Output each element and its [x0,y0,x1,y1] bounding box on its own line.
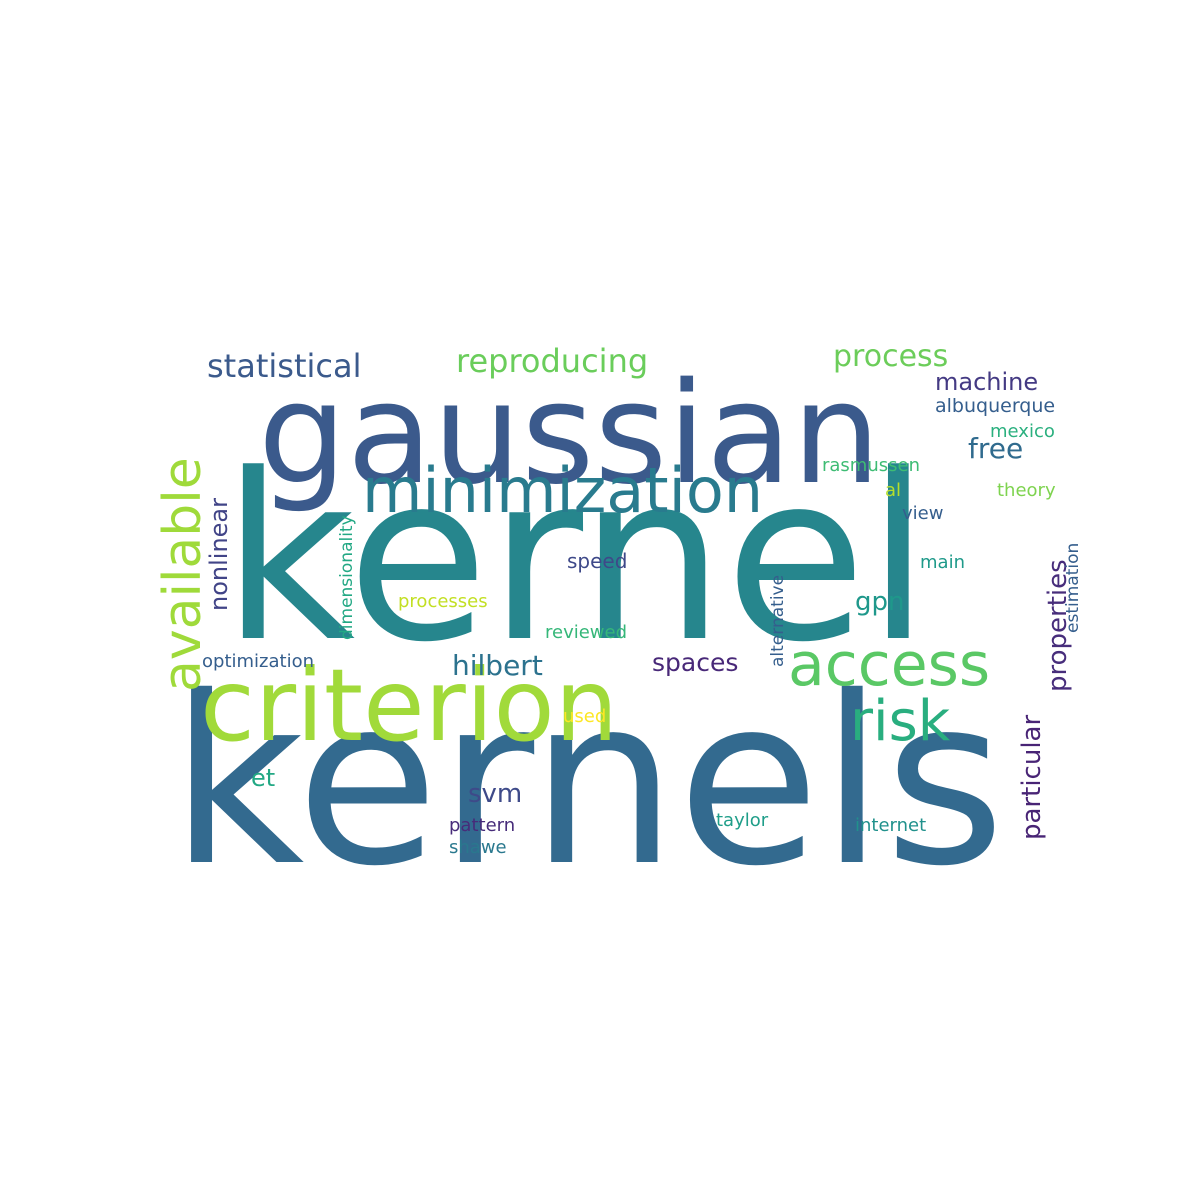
word-used: used [563,706,606,727]
word-access: access [788,630,990,700]
word-processes: processes [398,591,488,612]
word-mexico: mexico [990,421,1055,442]
word-gaussian: gaussian [258,353,881,516]
word-kernels: kernels [170,647,1005,917]
word-pattern: pattern [449,815,515,836]
word-available: available [153,457,213,692]
word-shawe: shawe [449,837,507,858]
word-reviewed: reviewed [545,622,627,643]
word-view: view [902,503,943,524]
word-internet: internet [855,815,926,836]
word-speed: speed [567,549,627,573]
word-risk: risk [850,689,951,754]
word-estimation: estimation [1063,543,1083,633]
word-main: main [920,552,965,573]
word-hilbert: hilbert [452,649,543,682]
word-reproducing: reproducing [456,342,648,380]
word-gpn: gpn [855,587,905,617]
word-et: et [251,764,275,792]
word-free: free [968,432,1023,465]
word-process: process [833,339,948,374]
word-al: al [885,480,901,501]
word-kernel: kernel [222,426,930,693]
word-nonlinear: nonlinear [205,498,233,611]
word-alternative: alternative [768,575,788,667]
word-particular: particular [1017,715,1047,840]
word-albuquerque: albuquerque [935,395,1055,417]
word-spaces: spaces [652,648,738,677]
word-optimization: optimization [202,651,314,672]
word-theory: theory [997,480,1056,501]
word-rasmussen: rasmussen [822,455,920,476]
word-properties: properties [1043,559,1073,692]
word-criterion: criterion [200,647,618,764]
word-svm: svm [468,779,522,809]
word-statistical: statistical [207,347,361,385]
word-dimensionality: dimensionality [337,515,357,640]
word-taylor: taylor [716,810,769,831]
word-machine: machine [935,368,1038,396]
word-minimization: minimization [362,454,763,527]
